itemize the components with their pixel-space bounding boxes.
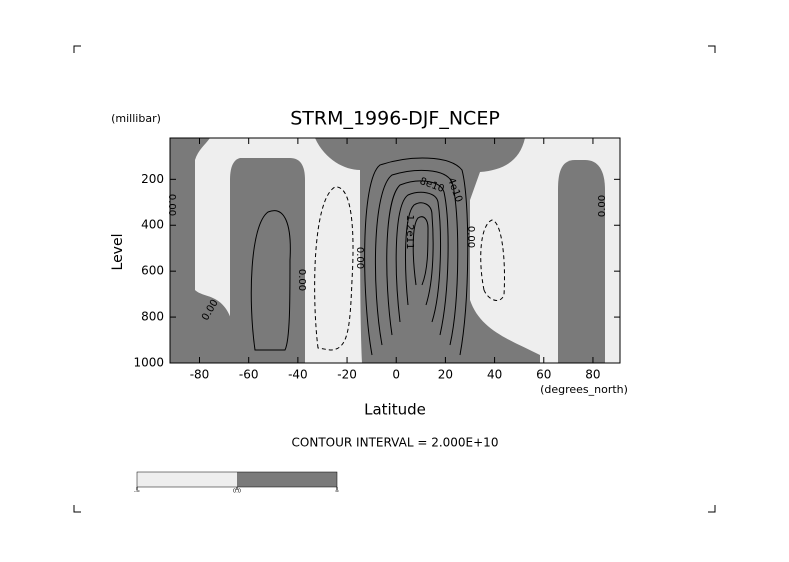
contour-line <box>405 202 434 306</box>
y-tick-label: 1000 <box>133 356 164 370</box>
contour-label: 0.00 <box>296 269 307 291</box>
contour-line <box>374 169 459 346</box>
contour-fill <box>558 160 605 363</box>
chart-title: STRM_1996-DJF_NCEP <box>290 108 500 130</box>
contour-fill <box>170 138 236 363</box>
contour-line <box>250 210 291 351</box>
x-axis-label: Latitude <box>364 401 426 419</box>
y-tick-label: 400 <box>141 218 164 232</box>
contour-label: 0.00 <box>597 195 608 217</box>
contour-label: 0.00 <box>354 247 365 269</box>
colorbar-label: ∞ <box>335 489 339 495</box>
y-tick-label: 800 <box>141 310 164 324</box>
colorbar-label: 0.0 <box>233 489 241 495</box>
contour-label: 0.00 <box>465 226 476 248</box>
contour-label: 1.2e11 <box>404 215 415 250</box>
contour-line <box>395 191 441 323</box>
x-tick-label: 0 <box>392 368 400 382</box>
plot-frame <box>169 137 621 364</box>
contour-line <box>364 157 469 356</box>
y-axis-label: Level <box>110 234 126 271</box>
colorbar-high <box>237 472 337 487</box>
contour-interval: CONTOUR INTERVAL = 2.000E+10 <box>292 436 499 450</box>
y-tick-label: 600 <box>141 264 164 278</box>
x-tick-label: -80 <box>190 368 210 382</box>
colorbar-label: -∞ <box>134 489 140 495</box>
contour-fill <box>230 158 305 363</box>
y-unit: (millibar) <box>111 112 161 125</box>
contour-line-negative <box>314 186 354 351</box>
x-tick-label: -60 <box>239 368 259 382</box>
x-tick-label: -20 <box>337 368 357 382</box>
contour-label: 0.00 <box>166 194 177 216</box>
contour-line <box>386 180 449 336</box>
corner-marks <box>73 45 716 513</box>
x-tick-label: 40 <box>487 368 502 382</box>
contour-line <box>412 216 429 286</box>
x-tick-label: 60 <box>536 368 551 382</box>
y-tick-label: 200 <box>141 172 164 186</box>
colorbar-low <box>137 472 237 487</box>
x-tick-label: 20 <box>438 368 453 382</box>
x-tick-label: -40 <box>288 368 308 382</box>
contour-line-negative <box>480 219 505 301</box>
x-unit: (degrees_north) <box>540 383 628 396</box>
x-tick-label: 80 <box>585 368 600 382</box>
